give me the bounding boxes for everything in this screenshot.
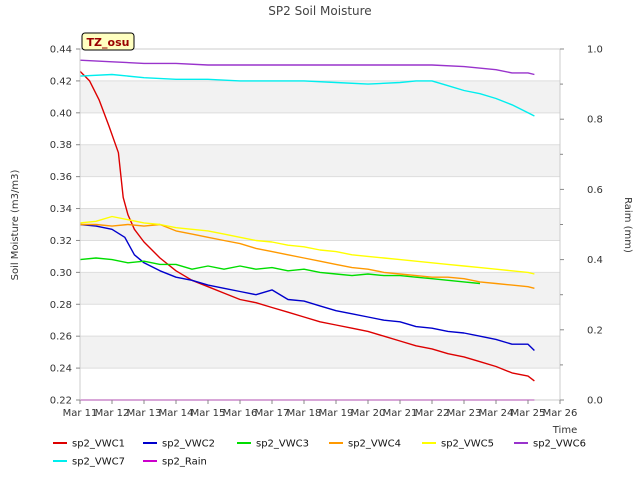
x-tick-label: Mar 18 xyxy=(287,408,322,419)
y-tick-label: 0.24 xyxy=(50,364,72,375)
x-tick-label: Mar 16 xyxy=(223,408,258,419)
x-tick-label: Mar 19 xyxy=(319,408,354,419)
y-tick-label: 0.30 xyxy=(50,268,72,279)
y2-axis-title: Raim (mm) xyxy=(622,197,633,253)
y-tick-label: 0.26 xyxy=(50,332,72,343)
y-tick-label: 0.42 xyxy=(50,76,72,87)
y2-tick-label: 0.4 xyxy=(587,255,603,266)
y-tick-label: 0.32 xyxy=(50,236,72,247)
legend-label: sp2_VWC4 xyxy=(348,439,401,450)
legend-label: sp2_VWC6 xyxy=(533,439,586,450)
series-line-sp2_VWC3 xyxy=(79,257,481,285)
plot-band xyxy=(80,80,560,113)
legend-label: sp2_VWC2 xyxy=(162,439,215,450)
x-tick-label: Mar 11 xyxy=(63,408,98,419)
y-tick-label: 0.22 xyxy=(50,396,72,407)
y2-tick-label: 0.8 xyxy=(587,115,603,126)
plot-band xyxy=(80,144,560,177)
chart-title: SP2 Soil Moisture xyxy=(268,4,371,18)
y-tick-label: 0.40 xyxy=(50,108,72,119)
series-line-sp2_VWC6 xyxy=(79,59,535,76)
series-line-sp2_VWC5 xyxy=(79,215,535,275)
y-tick-label: 0.34 xyxy=(50,204,72,215)
series-line-sp2_VWC7 xyxy=(79,73,535,117)
x-tick-label: Mar 21 xyxy=(383,408,418,419)
legend-label: sp2_Rain xyxy=(162,457,207,468)
y-axis-right: 0.0 0.2 0.4 0.6 0.8 1.0 xyxy=(560,45,603,407)
plot-band xyxy=(80,336,560,369)
plot-band xyxy=(80,368,560,400)
y-axis-title: Soil Moisture (m3/m3) xyxy=(10,170,21,281)
y2-tick-label: 0.6 xyxy=(587,185,603,196)
x-tick-label: Mar 14 xyxy=(159,408,194,419)
plot-band xyxy=(80,304,560,337)
y-tick-label: 0.36 xyxy=(50,172,72,183)
x-tick-label: Mar 23 xyxy=(447,408,482,419)
y-tick-label: 0.28 xyxy=(50,300,72,311)
y-axis-left: 0.22 0.24 0.26 0.28 0.30 0.32 0.34 0.36 0.38 0.40… xyxy=(50,45,80,407)
legend: sp2_VWC1 sp2_VWC2 sp2_VWC3 sp2_VWC4 sp2_VWC5… xyxy=(53,439,586,468)
legend-label: sp2_VWC1 xyxy=(72,439,125,450)
x-tick-label: Mar 13 xyxy=(127,408,162,419)
series-line-sp2_VWC1 xyxy=(79,70,535,382)
y2-tick-label: 0.2 xyxy=(587,325,603,336)
series-lines xyxy=(79,59,535,401)
x-tick-label: Mar 17 xyxy=(255,408,290,419)
plot-band xyxy=(80,208,560,241)
plot-band xyxy=(80,176,560,209)
legend-label: sp2_VWC3 xyxy=(256,439,309,450)
x-tick-label: Mar 24 xyxy=(479,408,514,419)
y2-tick-label: 1.0 xyxy=(587,45,603,56)
series-line-sp2_VWC2 xyxy=(79,223,535,351)
plot-background xyxy=(80,49,560,400)
plot-band xyxy=(80,112,560,145)
x-tick-label: Mar 26 xyxy=(543,408,578,419)
plot-band xyxy=(80,272,560,305)
x-tick-label: Mar 25 xyxy=(511,408,546,419)
y2-tick-label: 0.0 xyxy=(587,396,603,407)
legend-label: sp2_VWC5 xyxy=(441,439,494,450)
station-badge: TZ_osu xyxy=(81,32,135,51)
x-axis-title: Time xyxy=(552,425,577,436)
x-tick-label: Mar 20 xyxy=(351,408,386,419)
legend-label: sp2_VWC7 xyxy=(72,457,125,468)
x-tick-label: Mar 12 xyxy=(95,408,130,419)
x-tick-label: Mar 22 xyxy=(415,408,450,419)
station-badge-label: TZ_osu xyxy=(87,36,130,49)
y-tick-label: 0.38 xyxy=(50,140,72,151)
x-tick-label: Mar 15 xyxy=(191,408,226,419)
y-tick-label: 0.44 xyxy=(50,45,72,56)
